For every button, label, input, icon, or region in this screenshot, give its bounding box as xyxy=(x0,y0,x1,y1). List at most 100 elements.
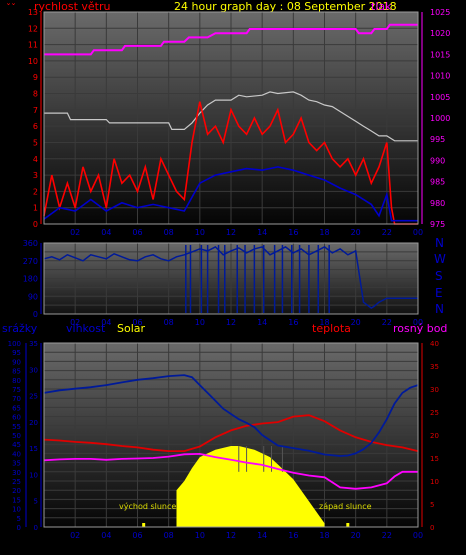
y-tick-label-right: 980 xyxy=(430,199,445,208)
x-tick-label: 18 xyxy=(319,318,329,327)
y-tick-label-left: 3 xyxy=(33,171,38,180)
series-solar-area xyxy=(176,446,325,527)
y-tick-label: 0 xyxy=(33,310,38,319)
series-gray-line xyxy=(44,91,418,142)
y-tick-label-rain: 0 xyxy=(17,524,21,532)
y-tick-label-right: 1000 xyxy=(430,114,450,123)
y-tick-label-rain: 5 xyxy=(17,515,21,523)
wind-axis-unit-mark: ˇˇ xyxy=(6,2,16,14)
y-tick-label-temperature: 35 xyxy=(430,363,439,371)
y-tick-label-right: 985 xyxy=(430,178,445,187)
y-tick-label-right: 990 xyxy=(430,156,445,165)
y-tick-label: 180 xyxy=(23,275,38,284)
dew-axis-label: rosný bod xyxy=(393,322,447,335)
compass-s: S xyxy=(435,269,443,283)
x-tick-label: 10 xyxy=(195,228,205,237)
x-tick-label: 08 xyxy=(164,318,174,327)
x-tick-label: 16 xyxy=(288,318,298,327)
compass-n-top: N xyxy=(435,236,444,250)
x-tick-label: 14 xyxy=(257,318,267,327)
compass-w: W xyxy=(434,252,446,266)
y-tick-label-left: 0 xyxy=(33,220,38,229)
y-tick-label: 360 xyxy=(23,239,38,248)
x-tick-label: 20 xyxy=(351,318,361,327)
panel-wind-frame xyxy=(43,11,419,225)
wind-axis-label: rychlost větru xyxy=(34,0,110,13)
x-tick-label: 04 xyxy=(101,318,111,327)
panel-temperature-frame xyxy=(43,342,419,528)
y-tick-label-rain: 35 xyxy=(12,460,21,468)
x-tick-label: 16 xyxy=(288,531,298,540)
x-tick-label: 00 xyxy=(413,318,423,327)
y-tick-label-right: 1025 xyxy=(430,8,450,17)
y-tick-label-rain: 20 xyxy=(12,487,21,495)
sunrise-marker xyxy=(142,523,146,527)
compass-e: E xyxy=(435,286,443,300)
y-tick-label-temperature: 15 xyxy=(430,455,439,463)
y-tick-label-rain: 90 xyxy=(12,358,21,366)
panel-wind-axes: 0123456789101112139759809859909951000100… xyxy=(28,8,451,229)
y-tick-label-rain: 100 xyxy=(8,340,21,348)
y-tick-label-left: 5 xyxy=(33,138,38,147)
y-tick-label-left: 12 xyxy=(28,24,38,33)
panel-wind-series xyxy=(43,23,418,225)
y-tick-label-left: 6 xyxy=(33,122,38,131)
panel-direction-series xyxy=(43,244,418,314)
x-tick-label: 12 xyxy=(226,531,236,540)
x-tick-label: 18 xyxy=(319,531,329,540)
series-direction-line xyxy=(43,245,418,310)
series-humidity-line xyxy=(43,374,419,457)
panel-temperature-axes: 0510152025303540455055606570758085909510… xyxy=(8,340,439,532)
x-tick-label: 22 xyxy=(382,318,392,327)
y-tick-label-rain: 60 xyxy=(12,414,21,422)
series-average-line xyxy=(43,166,418,222)
y-tick-label-rain: 75 xyxy=(12,386,21,394)
y-tick-label-temperature: 5 xyxy=(430,501,434,509)
y-tick-label-left: 8 xyxy=(33,90,38,99)
x-tick-label: 16 xyxy=(288,228,298,237)
y-tick-label-humidity: 35 xyxy=(29,340,38,348)
sunset-marker xyxy=(346,523,350,527)
x-tick-label: 14 xyxy=(257,228,267,237)
y-tick-label-humidity: 15 xyxy=(29,445,38,453)
y-tick-label-temperature: 25 xyxy=(430,409,439,417)
x-tick-label: 06 xyxy=(132,318,142,327)
x-tick-label: 18 xyxy=(319,228,329,237)
x-tick-label: 06 xyxy=(132,531,142,540)
y-tick-label-right: 975 xyxy=(430,220,445,229)
y-tick-label: 270 xyxy=(23,257,38,266)
x-tick-label: 12 xyxy=(226,228,236,237)
y-tick-label-temperature: 20 xyxy=(430,432,439,440)
y-tick-label-humidity: 0 xyxy=(34,524,38,532)
y-tick-label-rain: 80 xyxy=(12,377,21,385)
y-tick-label-left: 2 xyxy=(33,187,38,196)
x-tick-label: 20 xyxy=(351,531,361,540)
y-tick-label-rain: 50 xyxy=(12,432,21,440)
panel-direction-axes: 0 90 180 270 360 xyxy=(23,239,42,319)
y-tick-label-rain: 85 xyxy=(12,368,21,376)
series-dew-line xyxy=(43,452,418,490)
x-tick-label: 10 xyxy=(195,318,205,327)
panel-temperature-grid: 02 04 06 08 10 12 14 16 18 20 22 00 xyxy=(44,342,423,540)
x-tick-label: 12 xyxy=(226,318,236,327)
x-tick-label: 04 xyxy=(101,228,111,237)
x-tick-label: 06 xyxy=(132,228,142,237)
y-tick-label-rain: 25 xyxy=(12,478,21,486)
sunset-annotation: západ slunce xyxy=(319,502,372,511)
y-tick-label-temperature: 40 xyxy=(430,340,439,348)
solar-axis-label: Solar xyxy=(117,322,146,335)
x-tick-label: 10 xyxy=(195,531,205,540)
y-tick-label-humidity: 25 xyxy=(29,393,38,401)
x-tick-label: 04 xyxy=(101,531,111,540)
y-tick-label-temperature: 30 xyxy=(430,386,439,394)
x-tick-label: 02 xyxy=(70,531,80,540)
y-tick-label-left: 9 xyxy=(33,73,38,82)
x-tick-label: 02 xyxy=(70,318,80,327)
panel-wind-grid: 02 04 06 08 10 12 14 16 18 20 22 00 xyxy=(44,11,423,237)
y-tick-label-rain: 95 xyxy=(12,349,21,357)
y-tick-label-humidity: 20 xyxy=(29,419,38,427)
y-tick-label-humidity: 5 xyxy=(34,498,38,506)
series-temperature-line xyxy=(43,414,419,452)
panel-direction-frame xyxy=(43,242,419,315)
y-tick-label-left: 13 xyxy=(28,8,38,17)
